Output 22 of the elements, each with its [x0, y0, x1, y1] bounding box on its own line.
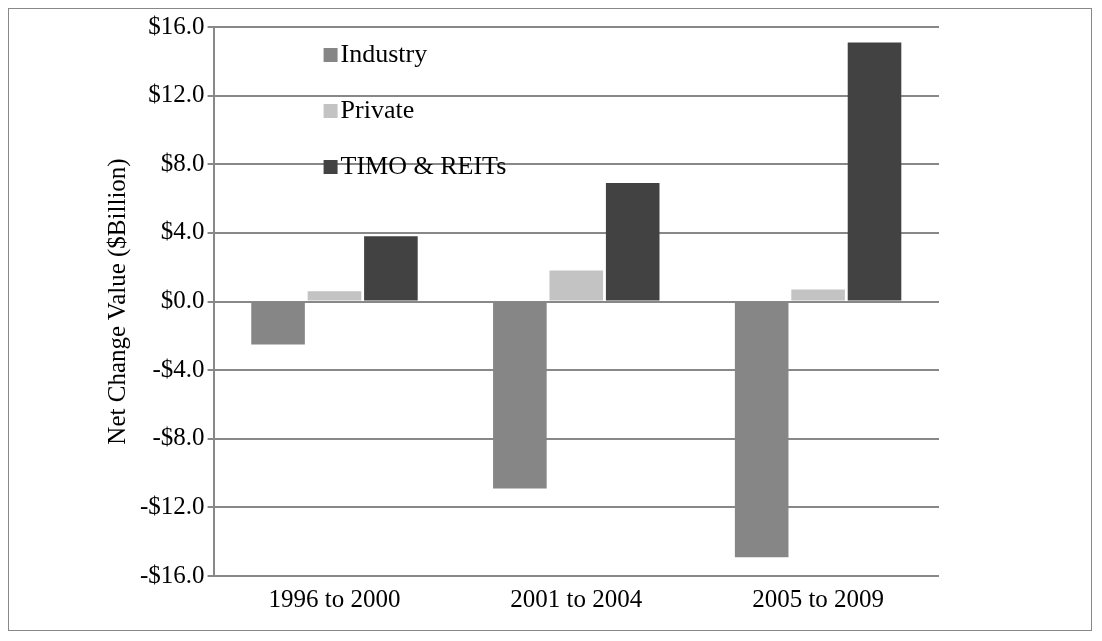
legend-label: Private	[340, 94, 415, 124]
bar	[791, 289, 845, 301]
legend-label: Industry	[340, 38, 428, 68]
y-tick-label: -$8.0	[152, 423, 205, 451]
y-tick-label: $0.0	[160, 286, 205, 314]
y-tick-label: $16.0	[148, 11, 205, 39]
bar	[307, 291, 362, 301]
y-tick-label: -$4.0	[152, 354, 205, 382]
y-tick-label: $4.0	[160, 217, 205, 245]
legend-label: TIMO & REITs	[340, 150, 507, 180]
y-axis-title: Net Change Value ($Billion)	[102, 158, 131, 445]
y-tick-label: $12.0	[148, 80, 205, 108]
bar	[605, 183, 660, 301]
bar	[549, 270, 604, 301]
y-tick-label: -$16.0	[140, 560, 205, 588]
y-tick-label: -$12.0	[140, 491, 205, 519]
x-tick-label: 1996 to 2000	[268, 584, 401, 612]
y-tick-label: $8.0	[160, 148, 205, 176]
bar	[364, 236, 418, 301]
x-tick-label: 2005 to 2009	[752, 584, 885, 612]
x-tick-label: 2001 to 2004	[510, 584, 643, 612]
bar	[847, 42, 902, 301]
